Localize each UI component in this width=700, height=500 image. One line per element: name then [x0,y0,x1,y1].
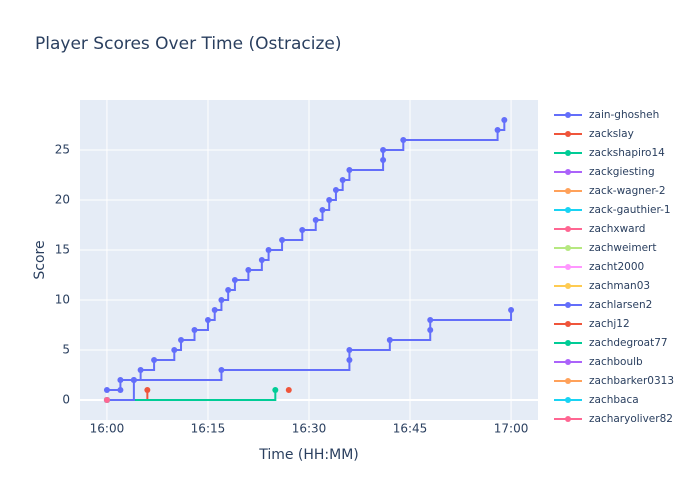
data-point [400,137,407,143]
data-point [137,367,144,373]
legend-label[interactable]: zack-gauthier-1 [589,204,671,216]
y-tick-label: 5 [62,343,70,357]
data-point [427,327,434,333]
y-tick-label: 15 [55,243,70,257]
y-tick-label: 0 [62,393,70,407]
data-point [332,187,339,193]
data-point [494,127,501,133]
legend-label[interactable]: zackshapiro14 [589,147,665,159]
data-point [218,297,225,303]
y-axis-title: Score [32,240,48,279]
data-point [211,307,218,313]
data-point [204,317,211,323]
legend-label[interactable]: zackslay [589,128,634,140]
legend-marker [565,131,571,137]
legend-label[interactable]: zacharyoliver82 [589,413,673,425]
data-point [245,267,252,273]
legend-label[interactable]: zachweimert [589,242,656,254]
data-point [326,197,333,203]
legend-label[interactable]: zacht2000 [589,261,644,273]
data-point [312,217,319,223]
legend-label[interactable]: zackgiesting [589,166,655,178]
legend-marker [565,264,571,270]
data-point [346,357,353,363]
legend-label[interactable]: zachbarker0313 [589,375,674,387]
y-tick-label: 25 [55,143,70,157]
data-point [144,387,151,393]
data-point [279,237,286,243]
data-point [380,147,387,153]
legend-marker [565,245,571,251]
data-point [117,387,124,393]
legend-marker [565,340,571,346]
data-point [231,277,238,283]
x-tick-label: 16:45 [393,422,428,436]
legend-label[interactable]: zachboulb [589,356,643,368]
legend-label[interactable]: zachxward [589,223,645,235]
legend-marker [565,302,571,308]
data-point [103,387,110,393]
series-line [106,390,277,401]
legend-label[interactable]: zachj12 [589,318,630,330]
data-point [258,257,265,263]
legend-marker [565,416,571,422]
x-tick-label: 16:30 [292,422,327,436]
y-tick-label: 10 [55,293,70,307]
legend-marker [565,378,571,384]
legend-label[interactable]: zachlarsen2 [589,299,652,311]
legend-marker [565,283,571,289]
data-point [178,337,185,343]
data-point [103,397,110,403]
legend-marker [565,359,571,365]
legend-marker [565,226,571,232]
data-point [346,167,353,173]
data-point [117,377,124,383]
data-point [380,157,387,163]
legend-label[interactable]: zachbaca [589,394,639,406]
data-point [299,227,306,233]
legend-marker [565,112,571,118]
data-point [130,377,137,383]
x-tick-label: 16:15 [191,422,226,436]
y-tick-label: 20 [55,193,70,207]
data-point [191,327,198,333]
data-point [272,387,279,393]
legend[interactable]: zain-ghosheh zackslay zackshapiro14 zackgie… [554,109,674,425]
legend-label[interactable]: zachman03 [589,280,650,292]
legend-label[interactable]: zachdegroat77 [589,337,668,349]
data-point [339,177,346,183]
data-point [285,387,292,393]
data-point [501,117,508,123]
legend-label[interactable]: zack-wagner-2 [589,185,666,197]
legend-marker [565,321,571,327]
data-point [427,317,434,323]
legend-marker [565,150,571,156]
x-tick-label: 17:00 [494,422,529,436]
data-point [319,207,326,213]
data-point [171,347,178,353]
legend-marker [565,207,571,213]
x-tick-label: 16:00 [90,422,125,436]
legend-label[interactable]: zain-ghosheh [589,109,659,121]
legend-marker [565,188,571,194]
grid [80,100,538,420]
data-point [386,337,393,343]
data-point [218,367,225,373]
data-point [265,247,272,253]
data-point [151,357,158,363]
legend-marker [565,397,571,403]
legend-marker [565,169,571,175]
data-point [508,307,515,313]
x-axis-title: Time (HH:MM) [258,447,359,463]
chart-title: Player Scores Over Time (Ostracize) [35,34,342,54]
data-point [346,347,353,353]
data-point [225,287,232,293]
plot-area [103,117,515,403]
